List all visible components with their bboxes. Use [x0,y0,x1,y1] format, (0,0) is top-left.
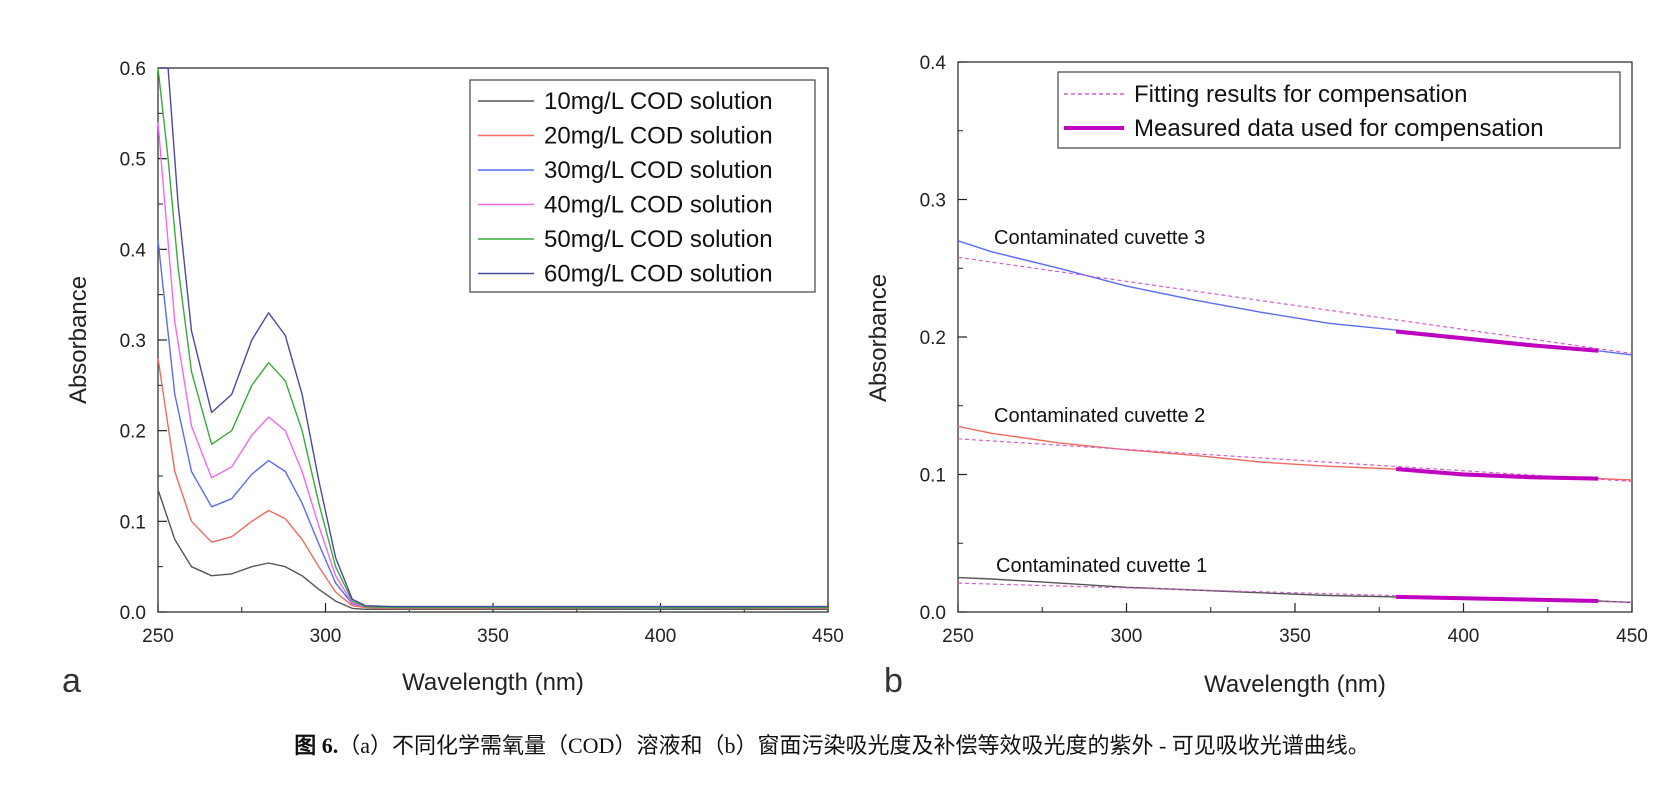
x-tick-label: 400 [1448,626,1480,647]
x-tick-label: 300 [1111,626,1143,647]
y-tick-label: 0.2 [120,422,146,443]
x-tick-label: 350 [1279,626,1311,647]
y-tick-label: 0.4 [920,53,947,74]
caption-text: （a）不同化学需氧量（COD）溶液和（b）窗面污染吸光度及补偿等效吸光度的紫外 … [338,733,1370,758]
legend-label-a: 10mg/L COD solution [544,88,773,115]
y-tick-label: 0.0 [120,603,146,624]
y-tick-label: 0.0 [920,603,946,624]
x-axis-label-b: Wavelength (nm) [1204,671,1386,698]
legend-a: 10mg/L COD solution 20mg/L COD solution 30… [469,79,816,293]
y-tick-label: 0.1 [120,512,146,533]
legend-b: Fitting results for compensation Measured… [1057,71,1621,149]
annotation-cuvette-2: Contaminated cuvette 2 [994,405,1205,427]
series-line [957,438,1633,482]
legend-label-a: 30mg/L COD solution [544,157,773,184]
x-tick-label: 450 [812,626,844,647]
legend-label-b: Fitting results for compensation [1134,81,1467,108]
y-tick-label: 0.3 [920,191,946,212]
y-tick-label: 0.3 [120,331,146,352]
y-axis-label-b: Absorbance [865,274,892,402]
x-tick-label: 250 [942,626,974,647]
panel-letter-b: b [884,662,903,700]
series-line [957,240,1633,356]
annotation-cuvette-1: Contaminated cuvette 1 [996,555,1207,577]
x-axis-label-a: Wavelength (nm) [402,669,584,696]
legend-box-a [469,79,816,293]
series-lines-b [957,240,1633,604]
x-tick-label: 400 [645,626,677,647]
caption-label: 图 6. [294,733,339,758]
series-lines-a [157,67,829,610]
axis-ticks-b: 250 300 350 400 450 0.0 0.1 0.2 0.3 0.4 [920,53,1648,647]
x-tick-label: 250 [142,626,174,647]
series-line [157,67,828,609]
figure-caption: 图 6.（a）不同化学需氧量（COD）溶液和（b）窗面污染吸光度及补偿等效吸光度… [0,728,1664,760]
annotation-cuvette-3: Contaminated cuvette 3 [994,227,1205,249]
series-line [1395,329,1599,353]
y-axis-label-a: Absorbance [65,276,92,404]
legend-label-a: 50mg/L COD solution [544,226,773,253]
y-tick-label: 0.2 [920,328,946,349]
legend-box-b [1057,71,1621,149]
y-tick-label: 0.6 [120,59,146,80]
chart-panel-b: 250 300 350 400 450 0.0 0.1 0.2 0.3 0.4 Wavelengt… [865,53,1648,700]
series-line [957,256,1633,355]
chart-panel-a: 250 300 350 400 450 0.0 0.1 0.2 0.3 0.4 0.5 0.6 Wav… [62,59,844,700]
y-tick-label: 0.5 [120,150,146,171]
legend-label-b: Measured data used for compensation [1134,115,1544,142]
series-line [157,357,829,610]
series-line [157,489,828,610]
y-tick-label: 0.4 [120,240,147,261]
panel-letter-a: a [62,662,81,700]
x-tick-label: 450 [1616,626,1648,647]
series-line [957,425,1633,481]
x-tick-label: 350 [477,626,509,647]
legend-label-a: 60mg/L COD solution [544,261,773,288]
series-line [157,240,828,609]
legend-label-a: 40mg/L COD solution [544,192,773,219]
series-line [1396,594,1599,603]
x-tick-label: 300 [310,626,342,647]
y-tick-label: 0.1 [920,466,946,487]
legend-label-a: 20mg/L COD solution [544,123,773,150]
series-line [1395,467,1599,481]
series-line [161,67,828,608]
axis-ticks-a: 250 300 350 400 450 0.0 0.1 0.2 0.3 0.4 0.5 0.6 [120,59,844,647]
